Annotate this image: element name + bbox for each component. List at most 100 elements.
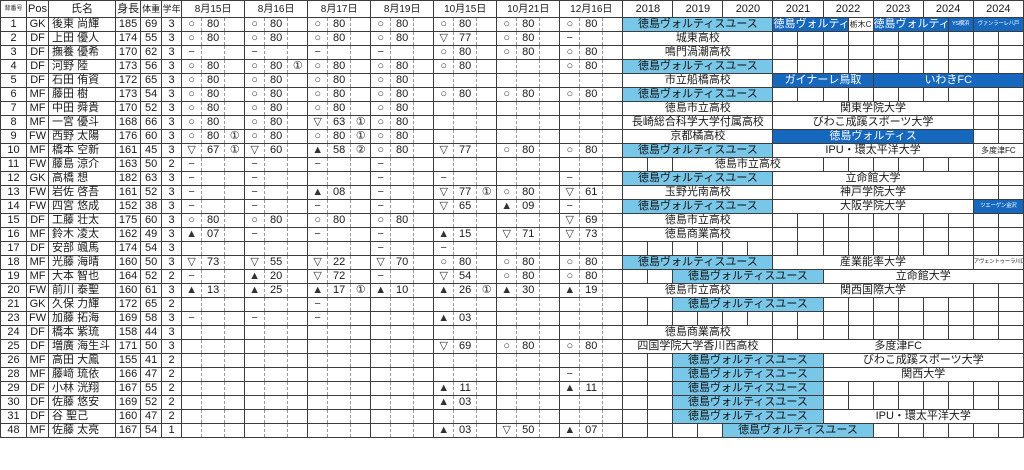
match-minutes-cell: 80 [390, 115, 415, 130]
height-cell: 174 [115, 241, 142, 256]
career-club-cell: いわきFC [872, 73, 1024, 88]
match-goals-cell [287, 31, 309, 46]
match-minutes-cell [201, 423, 226, 438]
match-minutes-cell: 80 [201, 213, 226, 228]
career-empty-cell [972, 31, 999, 46]
match-status-cell: ○ [370, 87, 392, 102]
height-cell: 172 [115, 297, 142, 312]
career-empty-cell [697, 241, 724, 256]
match-goals-cell [413, 283, 435, 298]
position-cell: DF [26, 381, 50, 396]
match-status-cell: ○ [496, 87, 518, 102]
career-empty-cell [972, 227, 999, 242]
weight-cell: 61 [140, 283, 163, 298]
table-row: 3 DF 撫養 優希 170 62 3− − − − ○ 80 ○ 80 ○ 80 鳴門渦潮高校 [0, 45, 1024, 60]
grade-cell: 3 [161, 311, 183, 326]
match-minutes-cell: 63 [327, 115, 352, 130]
height-cell: 160 [115, 409, 142, 424]
career-empty-cell [922, 381, 949, 396]
grade-cell: 3 [161, 213, 183, 228]
match-status-cell: ○ [496, 17, 518, 32]
match-minutes-cell: 80 [201, 73, 226, 88]
match-minutes-cell: 11 [453, 381, 478, 396]
position-cell: GK [26, 17, 50, 32]
match-status-cell: − [559, 367, 581, 382]
match-status-cell: ▽ [433, 185, 455, 200]
career-club-cell: 徳島商業高校 [622, 325, 774, 340]
career-empty-cell [822, 297, 849, 312]
match-status-cell [433, 115, 455, 130]
match-minutes-cell [390, 409, 415, 424]
match-minutes-cell [327, 423, 352, 438]
career-empty-cell [847, 381, 874, 396]
career-empty-cell [797, 311, 824, 326]
match-status-cell [370, 423, 392, 438]
weight-cell: 60 [140, 129, 163, 144]
match-goals-cell [413, 101, 435, 116]
career-empty-cell [947, 227, 974, 242]
match-status-cell: ○ [496, 31, 518, 46]
height-cell: 158 [115, 325, 142, 340]
match-goals-cell [350, 241, 372, 256]
match-status-cell [496, 353, 518, 368]
match-goals-cell [287, 269, 309, 284]
match-status-cell: ▽ [370, 255, 392, 270]
col-header-year: 2024 [922, 0, 974, 18]
match-minutes-cell: 30 [516, 283, 541, 298]
col-header-height: 身長 [115, 0, 142, 18]
career-empty-cell [622, 423, 649, 438]
career-empty-cell [972, 115, 999, 130]
match-goals-cell [539, 339, 561, 354]
career-empty-cell [997, 381, 1024, 396]
match-status-cell: − [181, 269, 203, 284]
career-empty-cell [622, 353, 649, 368]
match-status-cell [244, 339, 266, 354]
match-minutes-cell: 77 [453, 31, 478, 46]
match-goals-cell [476, 353, 498, 368]
jersey-number-cell: 12 [0, 171, 28, 186]
career-empty-cell [797, 87, 824, 102]
jersey-number-cell: 48 [0, 423, 28, 438]
career-empty-cell [647, 241, 674, 256]
match-goals-cell [224, 199, 246, 214]
match-minutes-cell: 03 [453, 423, 478, 438]
career-empty-cell [647, 367, 674, 382]
match-goals-cell [287, 395, 309, 410]
match-status-cell [370, 325, 392, 340]
career-empty-cell [972, 101, 999, 116]
player-name-cell: 橋本 空新 [48, 143, 117, 158]
career-empty-cell [997, 227, 1024, 242]
career-club-cell: 神戸学院大学 [772, 185, 974, 200]
weight-cell: 41 [140, 353, 163, 368]
match-goals-cell [224, 381, 246, 396]
grade-cell: 2 [161, 297, 183, 312]
match-goals-cell [224, 297, 246, 312]
career-empty-cell [947, 325, 974, 340]
match-goals-cell [476, 311, 498, 326]
match-goals-cell [287, 255, 309, 270]
match-status-cell [559, 353, 581, 368]
match-minutes-cell: 80 [201, 87, 226, 102]
weight-cell: 54 [140, 87, 163, 102]
career-club-cell: 徳島商業高校 [622, 227, 774, 242]
career-empty-cell [872, 423, 899, 438]
career-empty-cell [922, 297, 949, 312]
match-status-cell [244, 423, 266, 438]
height-cell: 163 [115, 157, 142, 172]
match-goals-cell [350, 325, 372, 340]
match-status-cell [307, 423, 329, 438]
match-goals-cell [476, 73, 498, 88]
col-header-matchdate: 8月19日 [370, 0, 435, 18]
match-minutes-cell: 07 [201, 227, 226, 242]
match-goals-cell [539, 31, 561, 46]
match-minutes-cell [453, 353, 478, 368]
match-status-cell: ○ [307, 59, 329, 74]
career-empty-cell [872, 297, 899, 312]
weight-cell: 58 [140, 311, 163, 326]
match-status-cell [496, 157, 518, 172]
match-status-cell: ○ [559, 87, 581, 102]
match-minutes-cell [579, 129, 604, 144]
match-minutes-cell [453, 171, 478, 186]
match-status-cell: ○ [559, 17, 581, 32]
match-goals-cell [602, 59, 624, 74]
